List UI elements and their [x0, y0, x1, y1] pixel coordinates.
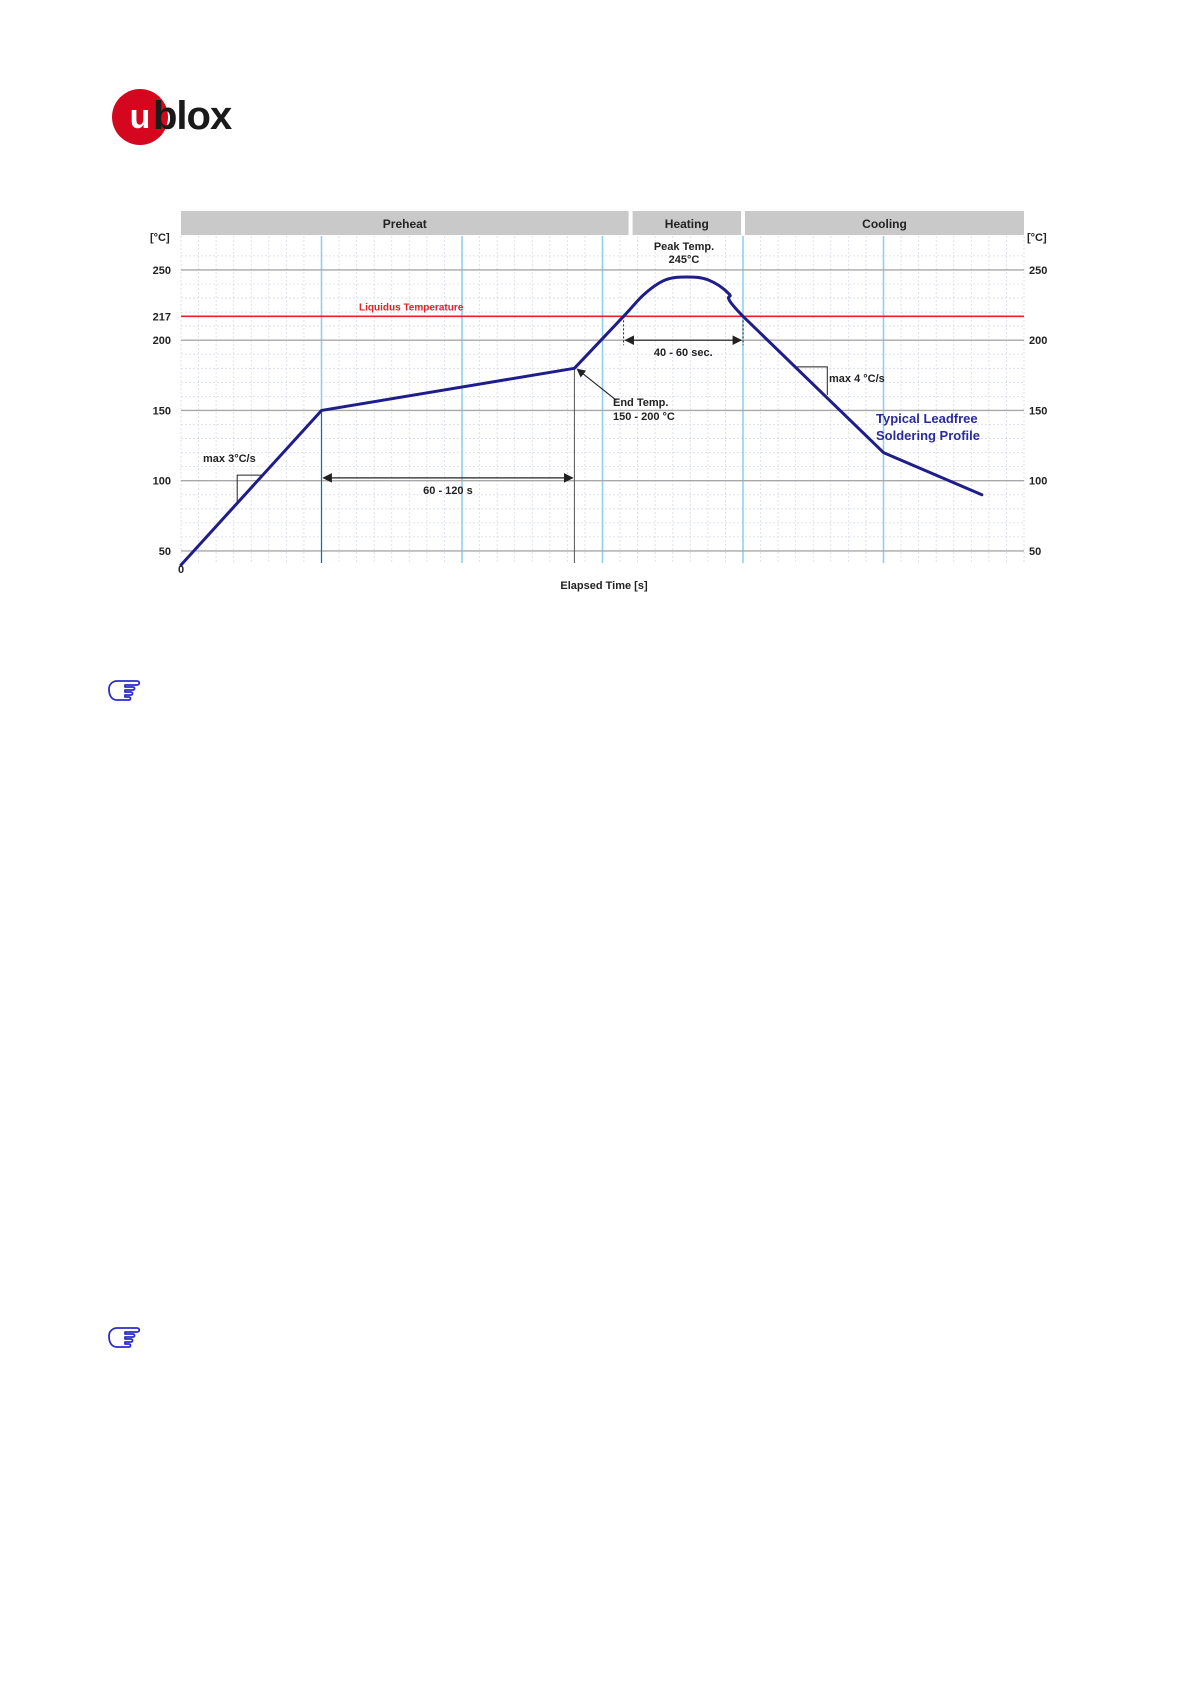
- hand-pointing-icon: [108, 680, 141, 701]
- logo-circle: [112, 89, 168, 145]
- chart-grid: 50 100 150 200 217 250 50 100 150 200 250: [153, 236, 1047, 563]
- end-temp-label: End Temp.: [613, 397, 668, 409]
- y-tick-label-left: 100: [153, 476, 171, 488]
- legend-series-name-2: Soldering Profile: [876, 428, 980, 443]
- ramp-down-triangle: [795, 366, 828, 395]
- y-tick-label-right: 200: [1029, 335, 1047, 347]
- above-liquidus-label: 40 - 60 sec.: [654, 347, 713, 359]
- y-tick-label-left: 150: [153, 405, 171, 417]
- y-unit-right: [°C]: [1027, 232, 1047, 244]
- x-tick-label: 0: [178, 564, 184, 576]
- phase-bar: [632, 211, 741, 235]
- annotations: max 3°C/s 60 - 120 s End Temp. 150 - 200 °C…: [203, 241, 885, 563]
- soldering-profile-chart: Preheat Heating Cooling 501001502002172505…: [150, 211, 1047, 592]
- phase-label: Cooling: [862, 217, 907, 231]
- series-lines: [179, 275, 984, 567]
- logo-text: blox: [153, 94, 232, 138]
- y-tick-label-left: 50: [159, 546, 171, 558]
- y-unit-left: [°C]: [150, 232, 170, 244]
- hand-pointing-icon: [108, 1327, 141, 1348]
- peak-label: 245°C: [669, 254, 700, 266]
- logo-letter: u: [130, 98, 151, 136]
- preheat-duration-label: 60 - 120 s: [423, 485, 473, 497]
- ramp-up-label: max 3°C/s: [203, 453, 256, 465]
- ramp-down-label: max 4 °C/s: [829, 373, 885, 385]
- phase-label: Preheat: [383, 217, 427, 231]
- y-tick-label-right: 50: [1029, 546, 1041, 558]
- liquidus-label: Liquidus Temperature: [359, 302, 464, 313]
- ramp-up-triangle: [236, 474, 262, 504]
- end-temp-label: 150 - 200 °C: [613, 411, 675, 423]
- y-tick-label-right: 250: [1029, 265, 1047, 277]
- y-tick-label-left: 250: [153, 265, 171, 277]
- peak-label: Peak Temp.: [654, 241, 714, 253]
- phase-label: Heating: [665, 217, 709, 231]
- series-line-leadfree-profile: [179, 275, 984, 567]
- y-tick-label-left: 217: [153, 311, 171, 323]
- reference-lines: Liquidus Temperature: [181, 302, 1024, 318]
- phase-bar: [181, 211, 629, 235]
- ublox-logo: u: [112, 89, 168, 145]
- y-tick-label-right: 100: [1029, 476, 1047, 488]
- y-tick-label-left: 200: [153, 335, 171, 347]
- x-axis-label: Elapsed Time [s]: [560, 580, 648, 592]
- phase-bar: [745, 211, 1024, 235]
- phase-header: Preheat Heating Cooling: [181, 211, 1024, 235]
- end-temp-arrow: [576, 368, 617, 401]
- chart-text: [°C] [°C] Elapsed Time [s] 0 Typical Lea…: [150, 232, 1047, 592]
- legend-series-name-1: Typical Leadfree: [876, 411, 978, 426]
- y-tick-label-right: 150: [1029, 405, 1047, 417]
